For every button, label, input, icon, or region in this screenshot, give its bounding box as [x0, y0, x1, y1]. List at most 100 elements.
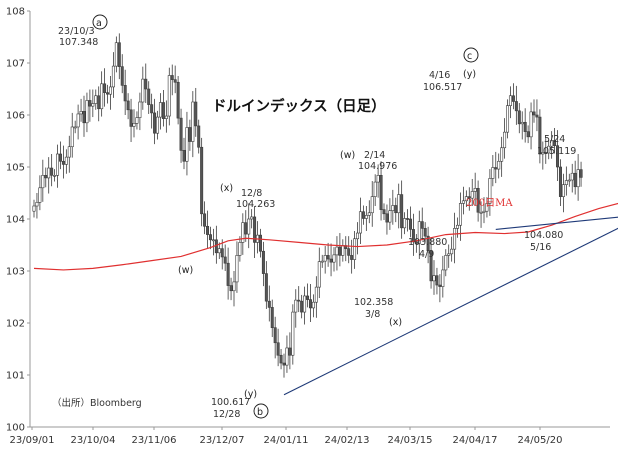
candle-body [211, 239, 215, 242]
candle-body [561, 184, 565, 197]
ma-label: 200日MA [466, 198, 513, 209]
candle-body [67, 146, 71, 158]
candle-body [523, 121, 527, 132]
candle-body [164, 115, 168, 119]
candle-body [291, 311, 295, 356]
candle-body [394, 205, 398, 214]
y-tick-label: 105 [6, 163, 25, 174]
candle-body [500, 147, 504, 162]
candle-body [267, 300, 271, 308]
x1-date: 12/8 [241, 188, 262, 199]
candle-body [511, 95, 515, 102]
candle-body [229, 285, 233, 292]
x2-date: 3/8 [365, 309, 380, 320]
candle-body [285, 347, 289, 366]
candle-body [141, 78, 145, 103]
candle-body [485, 203, 489, 212]
candle-body [411, 229, 415, 243]
candle-body [450, 248, 454, 255]
candle-body [473, 188, 477, 192]
wave-y1-label: (y) [244, 389, 257, 400]
wave-a-label: a [96, 18, 102, 29]
x1-value: 104.263 [236, 199, 275, 210]
candle-body [170, 75, 174, 80]
wave-a-circle [92, 14, 108, 30]
candle-body [470, 191, 474, 199]
candle-body [417, 221, 421, 244]
candle-body [297, 299, 301, 302]
candle-body [32, 205, 36, 212]
candle-body [61, 160, 65, 165]
candle-body [103, 83, 107, 93]
candle-body [58, 153, 62, 162]
candle-body [206, 225, 210, 235]
wave-c-circle [463, 47, 479, 63]
candle-body [508, 95, 512, 106]
candle-body [176, 81, 180, 119]
candle-body [353, 238, 357, 260]
candle-body [35, 202, 39, 207]
w2-date: 2/14 [364, 150, 385, 161]
candle-body [429, 250, 433, 282]
candle-body [188, 127, 192, 142]
p49-date: 4/9 [419, 249, 434, 260]
candle-body [444, 255, 448, 271]
x-tick-label: 24/05/20 [518, 435, 563, 446]
c-value: 106.517 [423, 82, 462, 93]
x-tick-label: 23/12/07 [200, 435, 245, 446]
axes: 100 101 102 103 104 105 106 107 108 23/09/01 23/10… [6, 7, 610, 446]
candle-body [235, 255, 239, 283]
candle-body [520, 121, 524, 125]
candle-body [88, 100, 92, 107]
candle-body [391, 205, 395, 211]
candle-body [106, 92, 110, 95]
trendline-lower-support [283, 227, 618, 396]
candle-body [85, 100, 89, 124]
wave-y2-label: (y) [463, 69, 476, 80]
y-tick-label: 102 [6, 319, 25, 330]
candle-body [97, 95, 101, 110]
candle-body [226, 262, 230, 286]
candle-body [241, 222, 245, 243]
candle-body [150, 104, 154, 114]
y-tick-label: 104 [6, 215, 25, 226]
candle-body [261, 250, 265, 274]
chart-title: ドルインデックス（日足） [212, 97, 386, 115]
candle-body [356, 232, 360, 240]
candle-body [73, 126, 77, 129]
candle-body [82, 111, 86, 124]
candle-body [314, 286, 318, 303]
candle-body [120, 66, 124, 86]
candle-body [326, 255, 330, 260]
candle-body [479, 211, 483, 214]
wave-b-label: b [257, 407, 263, 418]
candle-body [126, 100, 130, 111]
candle-body [185, 127, 189, 162]
y-tick-label: 103 [6, 267, 25, 278]
candle-body [544, 152, 548, 154]
candle-body [426, 235, 430, 252]
candle-body [91, 103, 95, 107]
candle-body [441, 269, 445, 287]
candle-body [494, 167, 498, 170]
candle-body [247, 218, 251, 235]
candle-body [341, 245, 345, 256]
candle-body [335, 246, 339, 256]
candle-body [179, 117, 183, 151]
candle-body [570, 172, 574, 181]
candle-body [147, 88, 151, 105]
candle-body [573, 172, 577, 188]
trendlines [283, 216, 618, 396]
candle-body [350, 255, 354, 260]
candle-body [535, 114, 539, 118]
candle-body [123, 85, 127, 102]
wave-w1-label: (w) [178, 265, 193, 276]
candle-body [197, 125, 201, 148]
candle-body [138, 101, 142, 118]
candle-body [306, 295, 310, 300]
wave-c-label: c [467, 51, 472, 62]
candle-body [94, 95, 98, 104]
candle-body [156, 116, 160, 134]
candle-body [567, 179, 571, 182]
candle-body [558, 166, 562, 197]
